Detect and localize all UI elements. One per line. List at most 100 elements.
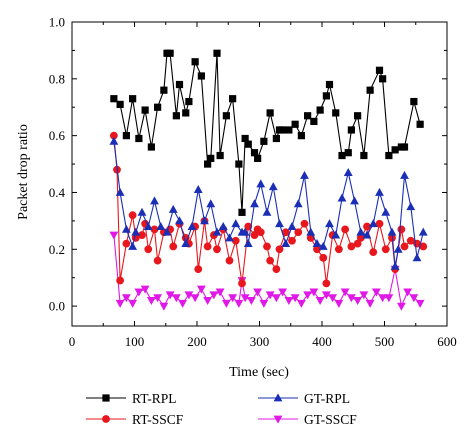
data-point-rt-sscf (194, 265, 203, 274)
data-point-gt-rpl (393, 244, 403, 253)
data-point-rt-rpl (332, 109, 340, 117)
data-point-rt-rpl (213, 49, 221, 57)
series-rt-sscf (109, 131, 428, 288)
series-line-rt-rpl (113, 52, 421, 213)
x-tick-label: 100 (125, 334, 145, 349)
data-point-gt-rpl (356, 227, 366, 236)
data-point-rt-rpl (241, 134, 249, 143)
data-point-gt-rpl (368, 219, 378, 228)
data-point-rt-rpl (182, 109, 190, 117)
legend-label-rt-sscf: RT-SSCF (132, 412, 184, 427)
data-point-gt-rpl (200, 216, 209, 225)
data-point-gt-rpl (412, 253, 422, 262)
data-point-rt-sscf (319, 253, 328, 262)
y-axis-label: Packet drop ratio (16, 124, 31, 220)
data-point-rt-rpl (322, 92, 330, 100)
data-point-gt-rpl (156, 221, 166, 230)
data-point-rt-rpl (166, 49, 174, 57)
legend-marker-gt-sscf (273, 415, 283, 424)
data-point-gt-sscf (153, 294, 163, 303)
data-point-gt-rpl (121, 224, 131, 233)
legend-label-gt-rpl: GT-RPL (304, 391, 350, 406)
data-point-gt-sscf (396, 302, 406, 311)
data-point-rt-rpl (175, 80, 184, 89)
data-point-gt-rpl (109, 136, 119, 145)
data-point-rt-sscf (250, 231, 259, 239)
data-point-gt-rpl (281, 239, 291, 248)
legend-marker-gt-rpl (273, 393, 283, 402)
data-point-rt-sscf (347, 242, 356, 251)
data-point-gt-rpl (390, 261, 400, 270)
data-point-gt-sscf (121, 294, 131, 303)
data-point-rt-sscf (272, 265, 281, 274)
y-tick-label: 0.0 (49, 299, 65, 314)
data-point-rt-rpl (347, 126, 355, 134)
data-point-gt-rpl (143, 221, 153, 230)
data-point-rt-rpl (129, 95, 137, 103)
data-point-gt-sscf (334, 299, 344, 308)
data-point-rt-rpl (160, 86, 168, 94)
data-point-rt-sscf (419, 242, 428, 251)
y-tick-label: 1.0 (49, 15, 65, 30)
data-point-gt-sscf (278, 288, 288, 297)
data-point-gt-sscf (146, 297, 156, 306)
data-point-rt-sscf (397, 225, 406, 234)
data-point-rt-rpl (204, 160, 212, 168)
data-point-rt-sscf (369, 248, 378, 257)
data-point-gt-sscf (221, 299, 231, 308)
data-point-rt-rpl (400, 143, 409, 151)
data-point-rt-sscf (116, 276, 125, 285)
data-point-rt-rpl (291, 120, 299, 128)
axis-ticks (71, 21, 448, 326)
data-point-rt-rpl (254, 154, 262, 162)
data-point-rt-sscf (138, 231, 146, 239)
series-rt-rpl (110, 49, 424, 216)
data-point-rt-rpl (354, 112, 362, 120)
data-point-rt-sscf (225, 256, 234, 265)
data-point-gt-rpl (268, 182, 278, 191)
y-tick-label: 0.8 (49, 71, 65, 86)
data-point-rt-rpl (207, 154, 215, 162)
data-point-rt-sscf (363, 222, 371, 231)
data-point-gt-rpl (293, 199, 303, 208)
x-tick-label: 300 (250, 334, 270, 349)
data-point-gt-sscf (296, 299, 306, 308)
legend-label-rt-rpl: RT-RPL (132, 391, 176, 406)
data-point-gt-sscf (378, 294, 388, 303)
data-point-gt-sscf (328, 294, 338, 303)
data-point-rt-rpl (304, 112, 312, 120)
data-point-gt-sscf (365, 299, 375, 308)
data-point-gt-sscf (234, 299, 244, 308)
data-point-rt-sscf (400, 242, 409, 251)
data-point-gt-sscf (115, 299, 125, 308)
data-point-gt-sscf (171, 294, 181, 303)
data-point-rt-rpl (238, 208, 246, 216)
data-point-rt-rpl (216, 151, 224, 160)
data-point-gt-sscf (215, 288, 225, 297)
data-point-gt-sscf (353, 297, 363, 306)
data-point-gt-rpl (275, 219, 284, 228)
data-point-rt-sscf (238, 279, 246, 288)
data-point-gt-sscf (359, 291, 369, 300)
data-point-rt-rpl (147, 143, 155, 151)
data-point-rt-sscf (153, 256, 162, 265)
data-point-gt-sscf (403, 288, 413, 297)
data-point-rt-sscf (144, 245, 153, 254)
data-point-rt-rpl (366, 86, 374, 94)
data-point-rt-rpl (244, 140, 252, 148)
data-point-gt-rpl (318, 241, 328, 250)
data-point-rt-rpl (122, 132, 130, 140)
data-point-gt-rpl (325, 219, 334, 228)
legend-marker-rt-rpl (102, 394, 110, 402)
data-point-gt-rpl (240, 227, 250, 236)
data-point-rt-rpl (297, 132, 305, 140)
x-tick-label: 600 (437, 334, 457, 349)
data-point-rt-rpl (391, 146, 399, 154)
x-tick-label: 400 (312, 334, 332, 349)
data-point-gt-rpl (168, 204, 178, 213)
data-point-gt-sscf (315, 297, 325, 306)
data-point-gt-sscf (259, 299, 269, 308)
data-point-gt-rpl (225, 233, 234, 242)
data-point-gt-rpl (243, 239, 253, 248)
